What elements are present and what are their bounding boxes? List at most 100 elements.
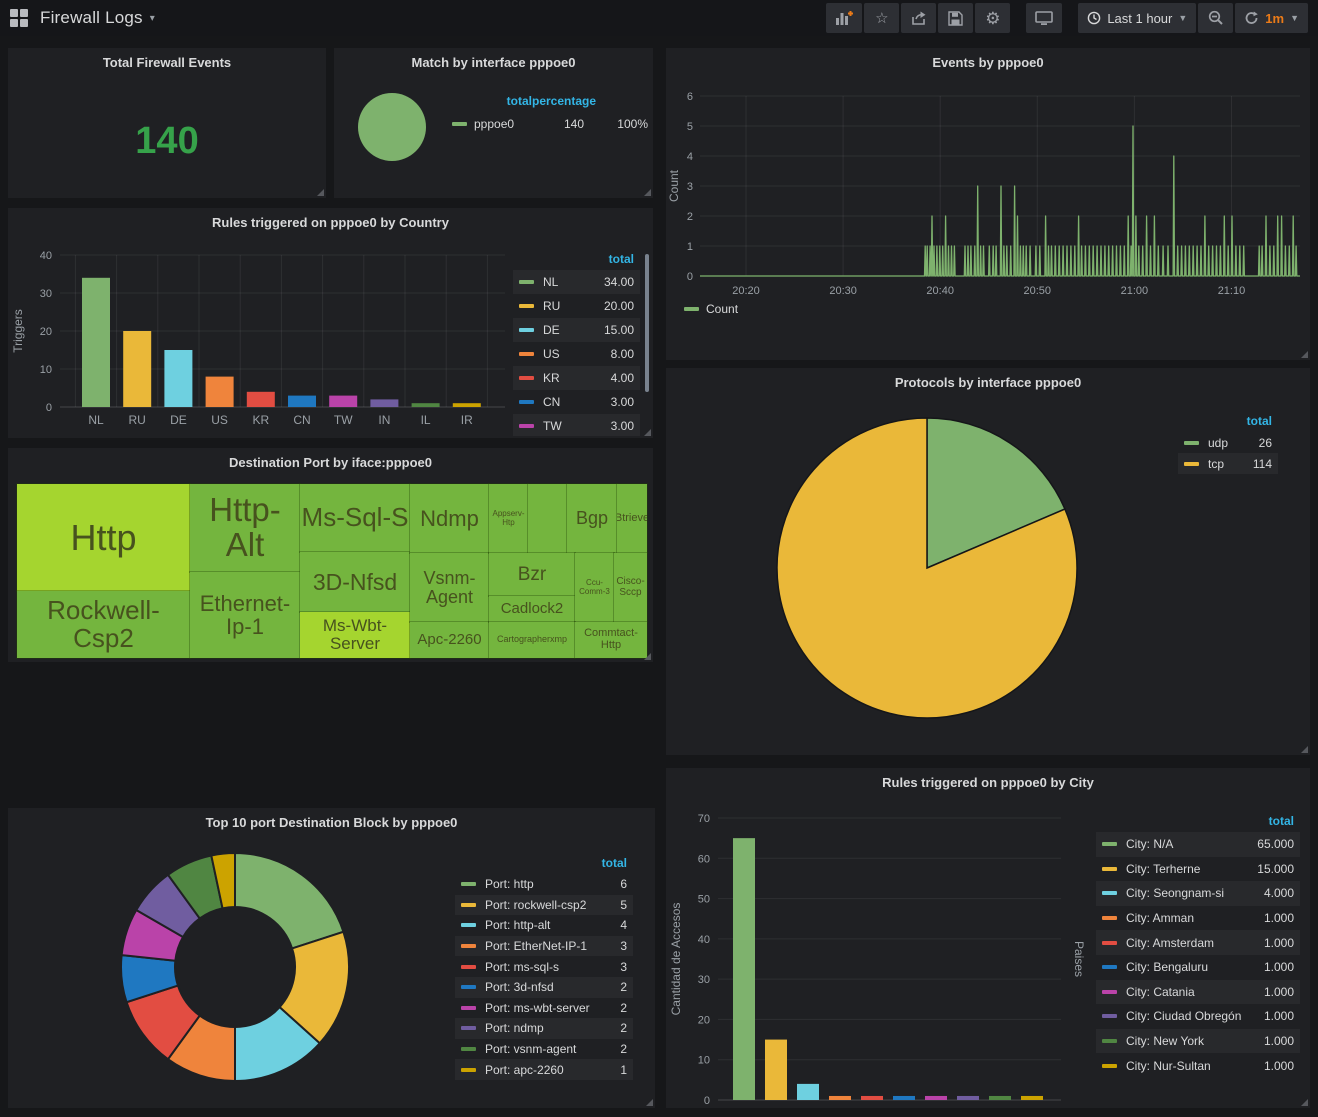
treemap-cell-ccu-comm-3[interactable]: Ccu-Comm-3	[574, 552, 615, 623]
legend-label[interactable]: City: Bengaluru	[1126, 960, 1209, 975]
legend-label[interactable]: City: Catania	[1126, 984, 1195, 999]
legend-label[interactable]: City: New York	[1126, 1034, 1205, 1049]
panel-resize-handle[interactable]	[646, 1099, 653, 1106]
legend-header-cell[interactable]: total	[1246, 414, 1272, 428]
panel-resize-handle[interactable]	[644, 429, 651, 436]
panel-title[interactable]: Match by interface pppoe0	[411, 55, 576, 70]
pie-slice[interactable]	[234, 851, 345, 950]
legend-label[interactable]: Port: ms-sql-s	[485, 959, 560, 974]
legend-header-cell[interactable]: percentage	[532, 94, 597, 108]
bar[interactable]	[246, 391, 275, 407]
legend-label[interactable]: Port: http	[485, 877, 534, 892]
cycle-view-button[interactable]	[1026, 3, 1063, 33]
pie-slice[interactable]	[210, 851, 236, 910]
panel-title[interactable]: Events by pppoe0	[932, 55, 1044, 70]
legend-label[interactable]: RU	[543, 299, 561, 313]
treemap-cell-ndmp[interactable]: Ndmp	[409, 483, 490, 554]
treemap-cell-3d-nfsd[interactable]: 3D-Nfsd	[299, 551, 411, 613]
treemap-cell-appserv-htp[interactable]: Appserv-Htp	[488, 483, 529, 554]
pie-slice[interactable]	[926, 417, 1066, 570]
bar[interactable]	[164, 350, 193, 407]
dashboard-title[interactable]: Firewall Logs	[40, 8, 143, 27]
legend-label[interactable]: Port: ndmp	[485, 1021, 544, 1036]
legend-label[interactable]: Port: ms-wbt-server	[485, 1000, 590, 1015]
bar[interactable]	[452, 403, 481, 407]
refresh-button[interactable]: 1m ▼	[1235, 3, 1308, 33]
bar[interactable]	[893, 1095, 915, 1100]
panel-title[interactable]: Destination Port by iface:pppoe0	[229, 455, 432, 470]
legend-label[interactable]: udp	[1208, 435, 1229, 450]
legend-label[interactable]: KR	[543, 371, 560, 385]
panel-resize-handle[interactable]	[644, 653, 651, 660]
panel-resize-handle[interactable]	[1301, 746, 1308, 753]
legend-label[interactable]: Port: rockwell-csp2	[485, 897, 587, 912]
bar[interactable]	[205, 376, 234, 407]
pie-slice[interactable]	[358, 93, 426, 161]
legend-label[interactable]: Port: vsnm-agent	[485, 1042, 577, 1057]
treemap-cell-bgp[interactable]: Bgp	[566, 483, 618, 554]
bar[interactable]	[123, 331, 152, 407]
star-button[interactable]: ☆	[864, 3, 900, 33]
series-line[interactable]	[700, 125, 1300, 277]
settings-button[interactable]: ⚙	[975, 3, 1011, 33]
panel-title[interactable]: Rules triggered on pppoe0 by Country	[212, 215, 449, 230]
treemap-cell-ms-sql-s[interactable]: Ms-Sql-S	[299, 483, 411, 553]
treemap-cell-http-alt[interactable]: Http-Alt	[189, 483, 301, 573]
treemap-cell-apc-2260[interactable]: Apc-2260	[409, 621, 490, 659]
treemap-cell-ethernet-ip-1[interactable]: Ethernet-Ip-1	[189, 571, 301, 659]
legend-label[interactable]: DE	[543, 323, 560, 337]
legend-label[interactable]: City: Amman	[1126, 911, 1195, 926]
treemap-cell-ms-wbt-server[interactable]: Ms-Wbt-Server	[299, 611, 411, 659]
legend-label[interactable]: Port: apc-2260	[485, 1062, 564, 1077]
bar[interactable]	[829, 1095, 851, 1100]
legend-label[interactable]: Port: http-alt	[485, 918, 551, 933]
legend-label[interactable]: Port: EtherNet-IP-1	[485, 939, 588, 954]
bar[interactable]	[765, 1039, 787, 1100]
legend-label[interactable]: Port: 3d-nfsd	[485, 980, 554, 995]
bar[interactable]	[329, 395, 358, 407]
treemap-cell-cartographerxmp[interactable]: Cartographerxmp	[488, 621, 576, 659]
legend-scrollbar[interactable]	[645, 254, 649, 392]
panel-resize-handle[interactable]	[1301, 1099, 1308, 1106]
legend-label[interactable]: NL	[543, 275, 559, 289]
legend-label[interactable]: tcp	[1208, 456, 1225, 471]
zoom-out-button[interactable]	[1198, 3, 1234, 33]
legend-label[interactable]: TW	[543, 419, 562, 433]
legend-header-cell[interactable]: total	[601, 856, 627, 870]
treemap-cell-btrieve[interactable]: Btrieve	[616, 483, 648, 554]
bar[interactable]	[370, 399, 399, 407]
treemap-cell-http[interactable]: Http	[16, 483, 191, 592]
dashboard-title-caret-icon[interactable]: ▾	[149, 12, 155, 24]
legend-label[interactable]: City: Terherne	[1126, 861, 1201, 876]
legend-label[interactable]: US	[543, 347, 560, 361]
panel-title[interactable]: Top 10 port Destination Block by pppoe0	[205, 815, 458, 830]
legend-header-cell[interactable]: total	[506, 94, 532, 108]
treemap-cell[interactable]	[527, 483, 568, 554]
apps-menu-icon[interactable]	[10, 9, 28, 27]
panel-resize-handle[interactable]	[644, 189, 651, 196]
share-button[interactable]	[901, 3, 937, 33]
bar[interactable]	[288, 395, 316, 407]
save-button[interactable]	[938, 3, 974, 33]
legend-label[interactable]: City: Seongnam-si	[1126, 886, 1225, 901]
pie-slice[interactable]	[776, 417, 1078, 719]
legend-label[interactable]: pppoe0	[474, 117, 515, 131]
legend-label[interactable]: City: Nur-Sultan	[1126, 1058, 1211, 1073]
bar[interactable]	[733, 838, 755, 1100]
legend-label[interactable]: City: Amsterdam	[1126, 935, 1215, 950]
treemap-cell-cisco-sccp[interactable]: Cisco-Sccp	[613, 552, 648, 623]
treemap-cell-rockwell-csp2[interactable]: Rockwell-Csp2	[16, 590, 191, 659]
bar[interactable]	[411, 403, 440, 407]
treemap-cell-cadlock2[interactable]: Cadlock2	[488, 595, 576, 623]
treemap-cell-bzr[interactable]: Bzr	[488, 552, 576, 597]
legend-label[interactable]: Count	[706, 302, 739, 316]
bar[interactable]	[989, 1095, 1011, 1100]
bar[interactable]	[797, 1083, 819, 1100]
bar[interactable]	[925, 1095, 947, 1100]
bar[interactable]	[1021, 1095, 1043, 1100]
legend-header-cell[interactable]: total	[608, 252, 634, 266]
treemap-cell-vsnm-agent[interactable]: Vsnm-Agent	[409, 552, 490, 623]
panel-resize-handle[interactable]	[1301, 351, 1308, 358]
panel-title[interactable]: Rules triggered on pppoe0 by City	[882, 775, 1094, 790]
legend-header-cell[interactable]: total	[1268, 814, 1294, 828]
